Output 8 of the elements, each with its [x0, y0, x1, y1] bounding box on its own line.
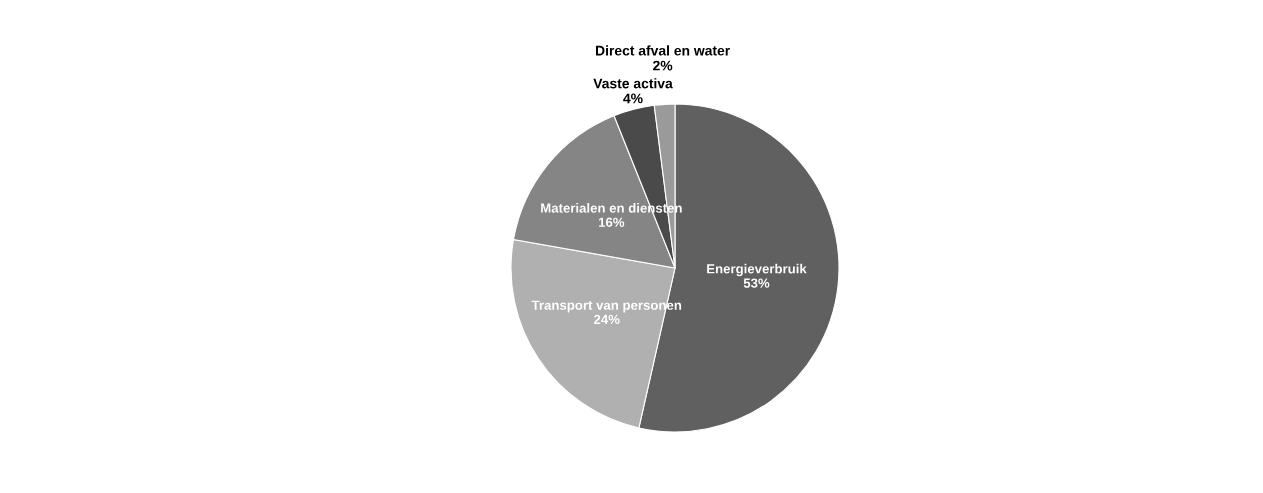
- slice-label: Direct afval en water: [596, 45, 730, 56]
- data-label: 24%: [593, 314, 620, 325]
- data-label: 16%: [598, 217, 625, 227]
- data-label: 2%: [653, 60, 673, 71]
- slice-label: Vaste activa: [593, 78, 673, 89]
- data-label: 4%: [623, 93, 643, 104]
- data-label: 53%: [743, 278, 770, 288]
- slice-label: Energieverbruik: [707, 263, 807, 277]
